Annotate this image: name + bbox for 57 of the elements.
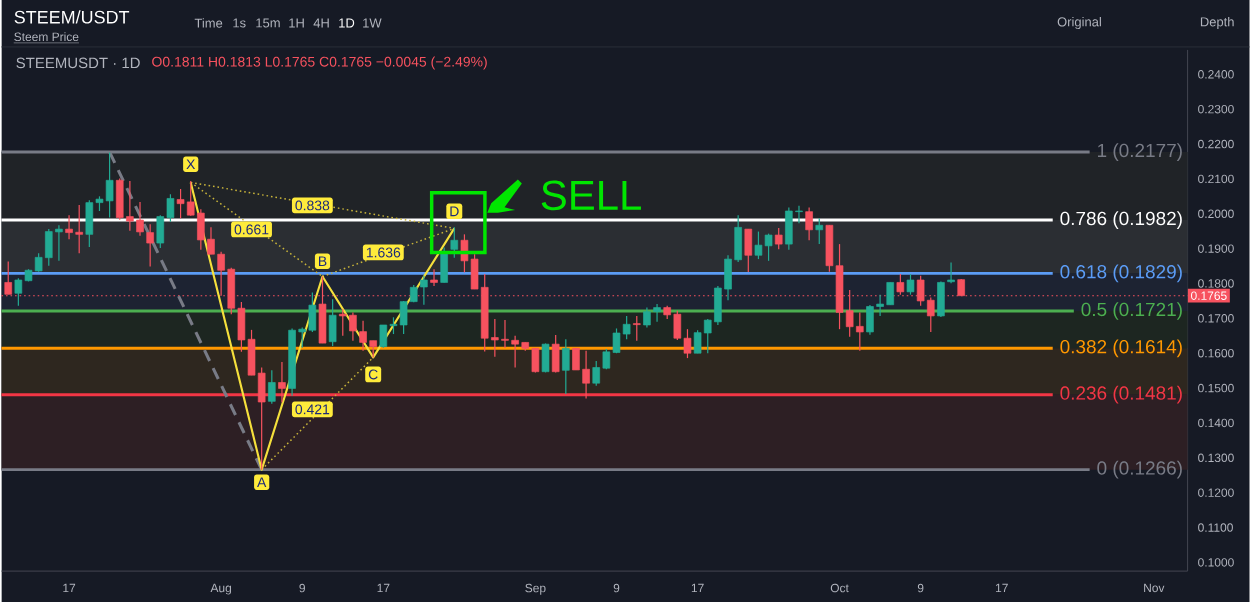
x-tick-label: Oct xyxy=(830,583,849,593)
y-tick-label: 0.1100 xyxy=(1198,523,1233,532)
x-tick-label: 17 xyxy=(691,583,704,593)
x-tick-label: Sep xyxy=(525,583,546,595)
ref-line-label: 0.5 (0.1721) xyxy=(1081,302,1182,320)
y-tick-label: 0.1000 xyxy=(1198,558,1234,567)
chart-title: STEEM/USDT xyxy=(14,10,130,24)
text: 4H xyxy=(313,18,329,28)
annotation: 0.838 xyxy=(295,200,330,211)
annotation: C xyxy=(368,369,378,380)
ref-line-label: 0.786 (0.1982) xyxy=(1060,211,1182,229)
annotation: 1.636 xyxy=(366,247,401,258)
text: 1W xyxy=(363,18,382,28)
ref-line-label: 0.618 (0.1829) xyxy=(1060,264,1182,283)
x-tick-label: 9 xyxy=(299,583,305,593)
y-tick-label: 0.1900 xyxy=(1198,244,1234,253)
chart-subtitle: Steem Price xyxy=(14,32,79,41)
annotation: B xyxy=(318,256,327,266)
text: 1H xyxy=(289,18,304,28)
ref-line-label: 0.1765 xyxy=(1191,291,1227,300)
text: Time xyxy=(194,18,223,28)
y-tick-label: 0.2400 xyxy=(1198,70,1234,79)
y-tick-label: 0.1800 xyxy=(1198,279,1234,288)
annotation: 0.421 xyxy=(295,404,330,415)
y-tick-label: 0.1500 xyxy=(1198,383,1234,393)
y-tick-label: 0.2300 xyxy=(1198,104,1234,114)
text: 15m xyxy=(256,18,280,28)
annotation: O0.1811 H0.1813 L0.1765 C0.1765 −0.0045 (−2.49%) xyxy=(152,56,487,70)
text: Depth xyxy=(1200,16,1234,29)
ref-line-label: 1 (0.2177) xyxy=(1098,143,1182,161)
y-tick-label: 0.1600 xyxy=(1198,348,1234,358)
annotation: STEEMUSDT · 1D xyxy=(16,57,140,69)
text: 1D xyxy=(339,18,355,28)
x-tick-label: 17 xyxy=(63,583,76,593)
x-tick-label: 17 xyxy=(996,583,1008,593)
y-tick-label: 0.2200 xyxy=(1198,139,1234,149)
y-tick-label: 0.2000 xyxy=(1198,209,1234,219)
annotation: A xyxy=(257,477,267,487)
y-tick-label: 0.1400 xyxy=(1198,418,1234,428)
annotation: D xyxy=(450,206,459,217)
x-tick-label: 17 xyxy=(377,583,390,593)
x-tick-label: 9 xyxy=(917,583,924,593)
x-tick-label: Nov xyxy=(1144,583,1165,593)
x-tick-label: Aug xyxy=(210,583,232,595)
text: Original xyxy=(1057,16,1101,29)
y-tick-label: 0.1700 xyxy=(1198,314,1234,323)
text: 1s xyxy=(233,18,246,28)
ref-line-label: 0 (0.1266) xyxy=(1097,460,1182,479)
annotation: X xyxy=(186,159,196,170)
annotation: 0.661 xyxy=(234,224,269,235)
ref-line-label: 0.382 (0.1614) xyxy=(1060,339,1182,358)
y-tick-label: 0.2100 xyxy=(1198,174,1234,184)
annotation: SELL xyxy=(541,180,641,211)
x-tick-label: 9 xyxy=(613,583,620,593)
ref-line-label: 0.236 (0.1481) xyxy=(1060,385,1182,404)
y-tick-label: 0.1300 xyxy=(1198,453,1234,463)
y-tick-label: 0.1200 xyxy=(1198,488,1234,497)
